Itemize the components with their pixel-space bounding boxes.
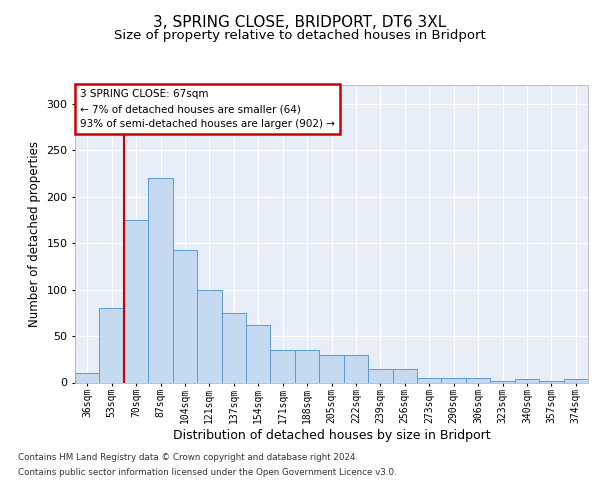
Bar bbox=[148, 178, 173, 382]
Bar bbox=[344, 354, 368, 382]
Text: 3, SPRING CLOSE, BRIDPORT, DT6 3XL: 3, SPRING CLOSE, BRIDPORT, DT6 3XL bbox=[154, 15, 446, 30]
Bar bbox=[295, 350, 319, 382]
Bar bbox=[246, 325, 271, 382]
X-axis label: Distribution of detached houses by size in Bridport: Distribution of detached houses by size … bbox=[173, 429, 490, 442]
Bar bbox=[368, 370, 392, 382]
Bar bbox=[392, 370, 417, 382]
Bar bbox=[442, 378, 466, 382]
Bar bbox=[124, 220, 148, 382]
Bar bbox=[271, 350, 295, 382]
Bar bbox=[417, 378, 442, 382]
Bar bbox=[197, 290, 221, 382]
Text: Contains HM Land Registry data © Crown copyright and database right 2024.: Contains HM Land Registry data © Crown c… bbox=[18, 453, 358, 462]
Bar bbox=[539, 380, 563, 382]
Bar bbox=[75, 373, 100, 382]
Bar bbox=[563, 379, 588, 382]
Text: Contains public sector information licensed under the Open Government Licence v3: Contains public sector information licen… bbox=[18, 468, 397, 477]
Bar bbox=[515, 379, 539, 382]
Text: Size of property relative to detached houses in Bridport: Size of property relative to detached ho… bbox=[114, 28, 486, 42]
Bar bbox=[221, 313, 246, 382]
Text: 3 SPRING CLOSE: 67sqm
← 7% of detached houses are smaller (64)
93% of semi-detac: 3 SPRING CLOSE: 67sqm ← 7% of detached h… bbox=[80, 90, 335, 129]
Bar bbox=[466, 378, 490, 382]
Bar bbox=[173, 250, 197, 382]
Bar bbox=[319, 354, 344, 382]
Y-axis label: Number of detached properties: Number of detached properties bbox=[28, 141, 41, 327]
Bar bbox=[100, 308, 124, 382]
Bar bbox=[490, 380, 515, 382]
